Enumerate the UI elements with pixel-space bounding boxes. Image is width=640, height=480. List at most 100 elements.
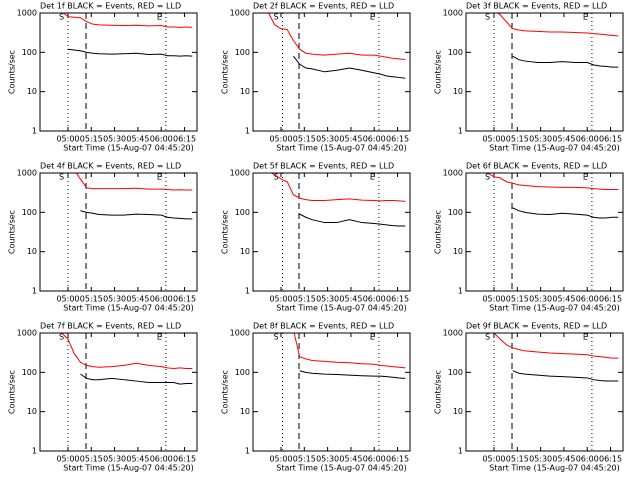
y-tick-label: 100: [448, 368, 463, 377]
x-tick-label: 05:15: [80, 295, 103, 304]
y-tick-label: 1000: [17, 329, 37, 338]
marker-label: E: [583, 333, 588, 342]
panel: Det 7f BLACK = Events, RED = LLD Counts/s…: [8, 322, 198, 473]
y-tick-label: 10: [240, 247, 250, 256]
series-line: [293, 333, 406, 369]
plot-frame: [39, 332, 198, 452]
panel-title: Det 8f BLACK = Events, RED = LLD: [253, 322, 394, 331]
x-tick-label: 05:15: [80, 135, 103, 144]
panel: Det 1f BLACK = Events, RED = LLD Counts/s…: [8, 2, 198, 153]
y-tick-label: 10: [453, 87, 463, 96]
x-tick-label: 06:00: [576, 295, 599, 304]
x-tick-label: 05:45: [126, 455, 149, 464]
x-tick-label: 05:00: [269, 135, 292, 144]
x-tick-label: 05:15: [293, 295, 316, 304]
y-tick-label: 10: [240, 407, 250, 416]
y-tick-label: 100: [235, 208, 250, 217]
y-axis-label: Counts/sec: [221, 50, 230, 94]
plot-frame: [465, 332, 624, 452]
marker-label: S: [274, 333, 279, 342]
marker-label: S: [485, 173, 490, 182]
x-tick-label: 05:30: [529, 295, 552, 304]
marker-label: E: [157, 13, 162, 22]
y-tick-label: 100: [22, 48, 37, 57]
series-line: [80, 210, 193, 220]
x-tick-label: 06:00: [363, 295, 386, 304]
panel: Det 6f BLACK = Events, RED = LLD Counts/s…: [434, 162, 624, 313]
marker-label: E: [370, 173, 375, 182]
series-line: [299, 370, 406, 379]
x-axis-label: Start Time (15-Aug-07 04:45:20): [276, 464, 407, 473]
plot-frame: [39, 172, 198, 292]
y-axis-label: Counts/sec: [8, 370, 17, 414]
y-tick-label: 1000: [443, 169, 463, 178]
panel: Det 8f BLACK = Events, RED = LLD Counts/s…: [221, 322, 411, 473]
series-line: [270, 173, 406, 202]
x-tick-label: 06:00: [150, 135, 173, 144]
x-tick-label: 05:45: [339, 455, 362, 464]
panel: Det 3f BLACK = Events, RED = LLD Counts/s…: [434, 2, 624, 153]
x-tick-label: 05:30: [529, 135, 552, 144]
x-tick-label: 05:45: [339, 135, 362, 144]
x-tick-label: 06:15: [386, 135, 409, 144]
x-axis-label: Start Time (15-Aug-07 04:45:20): [276, 304, 407, 313]
plot-frame: [252, 12, 411, 132]
x-axis-label: Start Time (15-Aug-07 04:45:20): [63, 464, 194, 473]
x-tick-label: 05:15: [80, 455, 103, 464]
y-tick-label: 100: [448, 48, 463, 57]
y-tick-label: 100: [448, 208, 463, 217]
x-tick-label: 06:15: [173, 455, 196, 464]
series-line: [80, 373, 193, 385]
y-tick-label: 1000: [230, 169, 250, 178]
y-tick-label: 1: [458, 447, 463, 456]
marker-label: S: [59, 333, 64, 342]
x-tick-label: 05:30: [316, 455, 339, 464]
y-tick-label: 1: [458, 287, 463, 296]
series-line: [512, 55, 619, 68]
panel-title: Det 2f BLACK = Events, RED = LLD: [253, 2, 394, 11]
x-tick-label: 06:00: [150, 455, 173, 464]
marker-label: S: [274, 13, 279, 22]
x-tick-label: 05:00: [269, 455, 292, 464]
x-tick-label: 05:15: [506, 295, 529, 304]
series-line: [75, 173, 193, 191]
x-tick-label: 05:45: [552, 455, 575, 464]
x-tick-label: 05:45: [126, 295, 149, 304]
y-tick-label: 1: [32, 447, 37, 456]
x-tick-label: 06:15: [386, 295, 409, 304]
x-tick-label: 05:15: [506, 135, 529, 144]
series-line: [497, 13, 619, 37]
y-axis-label: Counts/sec: [8, 210, 17, 254]
x-tick-label: 05:00: [56, 135, 79, 144]
x-tick-label: 05:15: [506, 455, 529, 464]
x-tick-label: 05:15: [293, 135, 316, 144]
x-tick-label: 05:30: [103, 135, 126, 144]
panel: Det 5f BLACK = Events, RED = LLD Counts/s…: [221, 162, 411, 313]
x-axis-label: Start Time (15-Aug-07 04:45:20): [489, 304, 620, 313]
marker-label: E: [370, 333, 375, 342]
series-line: [512, 370, 619, 382]
y-tick-label: 10: [453, 407, 463, 416]
x-tick-label: 05:45: [552, 135, 575, 144]
x-tick-label: 05:00: [482, 135, 505, 144]
marker-label: S: [274, 173, 279, 182]
x-tick-label: 05:00: [482, 295, 505, 304]
series-line: [486, 173, 619, 191]
plot-frame: [252, 172, 411, 292]
x-tick-label: 05:45: [126, 135, 149, 144]
panel-title: Det 9f BLACK = Events, RED = LLD: [466, 322, 607, 331]
plot-frame: [39, 12, 198, 132]
x-tick-label: 05:45: [552, 295, 575, 304]
marker-label: E: [583, 13, 588, 22]
plot-frame: [465, 12, 624, 132]
x-tick-label: 05:15: [293, 455, 316, 464]
x-tick-label: 05:30: [316, 135, 339, 144]
y-tick-label: 1: [32, 127, 37, 136]
x-tick-label: 06:15: [599, 295, 622, 304]
y-tick-label: 100: [22, 208, 37, 217]
x-tick-label: 06:15: [599, 455, 622, 464]
panel-title: Det 1f BLACK = Events, RED = LLD: [40, 2, 181, 11]
series-line: [512, 207, 619, 219]
